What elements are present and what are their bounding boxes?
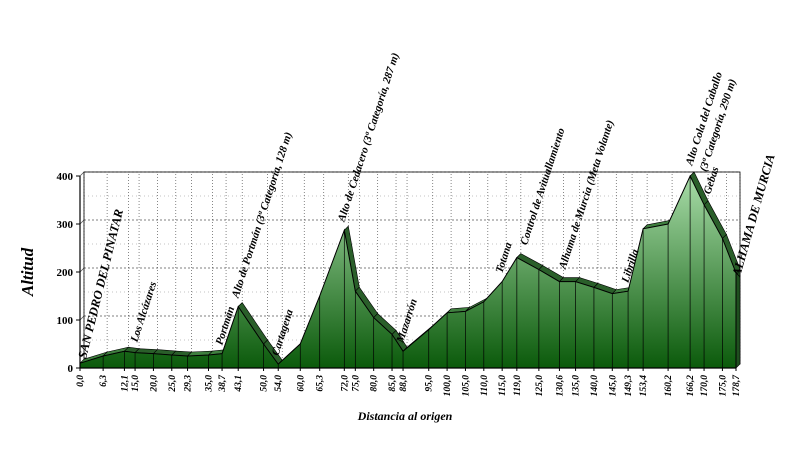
x-tick-label: 153,4 [639, 375, 649, 397]
x-tick-label: 72,0 [340, 375, 350, 392]
location-label: Los Alcázares [128, 280, 159, 344]
grid-lines [79, 171, 741, 369]
y-axis-title: Altitud [18, 247, 37, 297]
x-tick-labels: 0,0 6,3 12,1 15,0 20,0 25,0 29,3 35,0 38,7 43,1 50… [76, 374, 742, 397]
x-tick-label: 119,0 [513, 375, 523, 396]
y-tick-label: 200 [57, 267, 74, 279]
x-tick-label: 0,0 [76, 375, 86, 387]
x-tick-label: 38,7 [218, 374, 228, 393]
x-tick-label: 125,0 [535, 375, 545, 397]
x-tick-label: 149,3 [624, 375, 634, 397]
x-tick-label: 25,0 [168, 375, 178, 393]
y-tick-labels: 0 100 200 300 400 [57, 171, 74, 375]
y-tick-label: 400 [57, 171, 74, 183]
x-tick-label: 115,0 [498, 375, 508, 396]
x-tick-label: 135,0 [572, 375, 582, 397]
x-tick-label: 178,7 [732, 374, 742, 397]
x-tick-label: 54,0 [274, 375, 284, 392]
x-tick-label: 60,0 [296, 375, 306, 392]
x-tick-label: 35,0 [204, 375, 214, 393]
profile-area-fill [79, 174, 737, 369]
x-tick-label: 88,0 [399, 375, 409, 392]
profile-segment-lines [102, 176, 723, 368]
x-tick-label: 166,2 [686, 375, 696, 397]
y-tick-label: 100 [57, 315, 74, 327]
grid-line-depth [79, 171, 85, 177]
x-tick-label: 20,0 [149, 375, 159, 393]
location-label: Alhama de Murcia (Meta Volante) [557, 119, 617, 272]
x-tick-label: 85,0 [388, 375, 398, 392]
x-tick-label: 175,0 [718, 375, 728, 397]
profile-end-cap [735, 268, 741, 369]
x-tick-label: 43,1 [234, 375, 244, 393]
grid-line-depth [79, 267, 85, 273]
x-tick-label: 50,0 [260, 375, 270, 392]
x-tick-label: 95,0 [425, 375, 435, 392]
x-tick-label: 12,1 [120, 375, 130, 392]
grid-line-depth [79, 219, 85, 225]
x-tick-label: 170,0 [700, 375, 710, 397]
location-label: SAN PEDRO DEL PINATAR [75, 208, 126, 360]
x-tick-label: 110,0 [480, 375, 490, 396]
x-tick-label: 130,6 [555, 375, 565, 397]
axes [76, 175, 737, 371]
x-tick-label: 6,3 [99, 375, 109, 387]
grid-line-depth [79, 315, 85, 321]
location-label: Alto de Cedacero (3ª Categoría, 287 m) [335, 51, 401, 224]
x-tick-label: 140,0 [590, 375, 600, 397]
location-label: Mazarrón [394, 297, 420, 345]
x-tick-label: 100,0 [443, 375, 453, 397]
x-tick-label: 15,0 [131, 375, 141, 392]
y-tick-label: 300 [57, 219, 74, 231]
x-axis-title: Distancia al origen [357, 409, 453, 423]
x-tick-label: 65,3 [316, 375, 326, 392]
profile-area [79, 174, 737, 369]
x-tick-label: 75,0 [351, 375, 361, 392]
x-tick-label: 145,0 [608, 375, 618, 397]
x-tick-label: 29,3 [184, 375, 194, 393]
location-label: ALHAMA DE MURCIA [729, 152, 778, 278]
x-tick-label: 160,2 [664, 375, 674, 397]
x-tick-label: 105,0 [461, 375, 471, 397]
x-tick-label: 80,0 [370, 375, 380, 392]
y-tick-label: 0 [68, 363, 74, 375]
location-label: Cartagena [270, 308, 296, 358]
location-label: Alto de Portmán (3ª Categoría, 128 m) [229, 131, 294, 301]
